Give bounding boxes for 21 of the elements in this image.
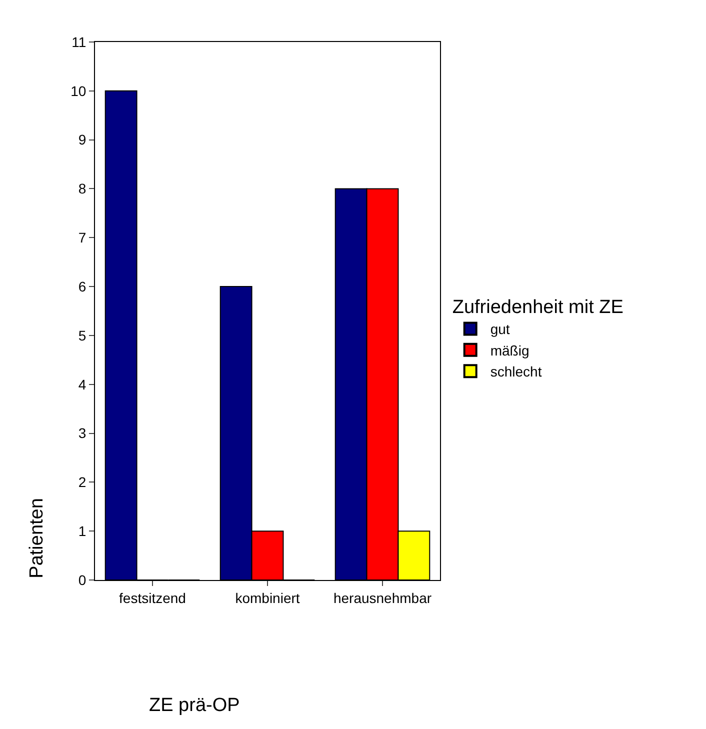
y-tick-label: 3 [78,425,86,442]
y-tick-label: 2 [78,474,86,490]
x-tick-label: herausnehmbar [333,590,432,606]
y-tick-label: 8 [78,180,86,197]
y-tick-label: 5 [78,327,86,344]
y-tick-label: 11 [72,34,86,50]
legend-label: schlecht [490,364,542,380]
y-tick-label: 7 [78,230,86,246]
y-tick-label: 9 [78,132,86,148]
legend-label: mäßig [490,342,530,358]
y-tick-label: 4 [78,376,86,392]
x-axis-title: ZE prä-OP [149,695,240,716]
x-tick-label: festsitzend [119,590,186,606]
y-tick-label: 0 [78,572,86,588]
y-axis-title: Patienten [26,498,48,578]
y-tick-label: 10 [70,82,86,99]
legend-label: gut [490,321,510,338]
y-tick-label: 6 [78,278,86,294]
y-tick-label: 1 [78,522,86,539]
legend-title: Zufriedenheit mit ZE [452,297,624,318]
x-tick-label: kombiniert [235,590,300,606]
